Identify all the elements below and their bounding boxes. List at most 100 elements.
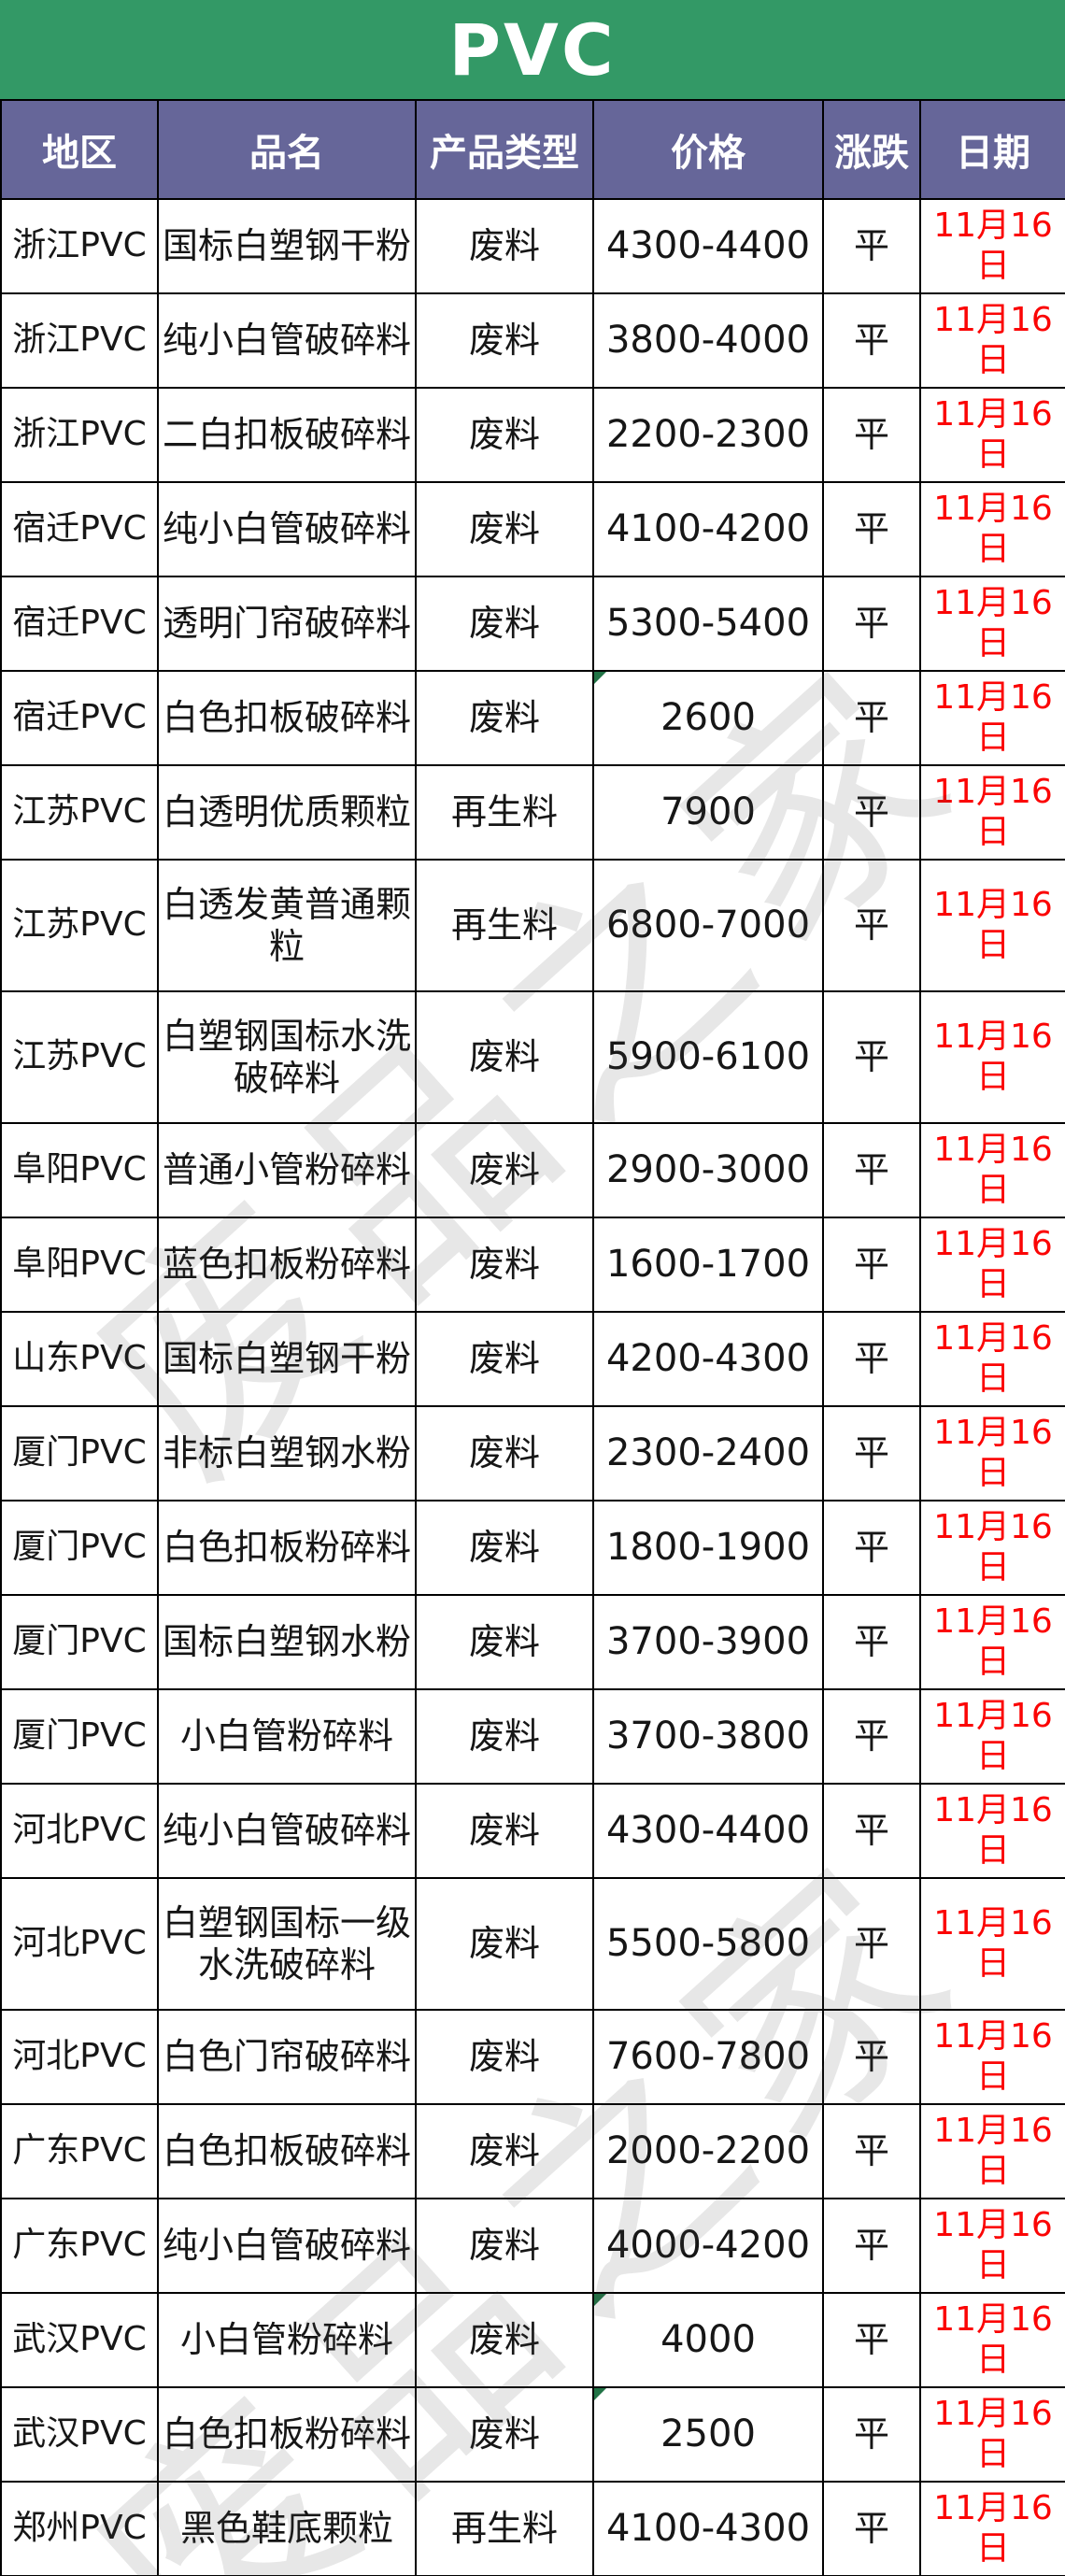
table-row: 江苏PVC 白透明优质颗粒 再生料 7900 平 11月16日 (0, 764, 1065, 861)
price-cell: 2000-2200 (592, 2103, 824, 2199)
type-cell: 废料 (415, 387, 594, 483)
change-cell: 平 (822, 1311, 921, 1407)
product-cell: 白色门帘破碎料 (157, 2009, 417, 2105)
table-body: 浙江PVC 国标白塑钢干粉 废料 4300-4400 平 11月16日 浙江PVC 纯小白管破… (0, 198, 1065, 2576)
region-cell: 武汉PVC (0, 2292, 159, 2388)
product-cell: 白色扣板粉碎料 (157, 2386, 417, 2483)
region-cell: 河北PVC (0, 2009, 159, 2105)
region-cell: 浙江PVC (0, 198, 159, 294)
table-row: 武汉PVC 小白管粉碎料 废料 4000 平 11月16日 (0, 2292, 1065, 2388)
product-cell: 非标白塑钢水粉 (157, 1405, 417, 1501)
product-cell: 纯小白管破碎料 (157, 1783, 417, 1879)
product-cell: 纯小白管破碎料 (157, 481, 417, 577)
type-cell: 再生料 (415, 2481, 594, 2576)
date-cell: 11月16日 (919, 1122, 1065, 1218)
date-cell: 11月16日 (919, 387, 1065, 483)
product-cell: 小白管粉碎料 (157, 1688, 417, 1785)
price-table: 地区 品名 产品类型 价格 涨跌 日期 浙江PVC 国标白塑钢干粉 废料 4300-4… (0, 99, 1065, 2576)
type-cell: 废料 (415, 990, 594, 1124)
column-header-type: 产品类型 (415, 99, 594, 200)
product-cell: 白色扣板破碎料 (157, 670, 417, 766)
page-title: PVC (448, 8, 617, 92)
price-cell: 1600-1700 (592, 1217, 824, 1313)
product-cell: 白透发黄普通颗粒 (157, 859, 417, 992)
price-cell: 7900 (592, 764, 824, 861)
type-cell: 废料 (415, 1217, 594, 1313)
price-cell: 5500-5800 (592, 1877, 824, 2011)
change-cell: 平 (822, 1783, 921, 1879)
price-cell: 3700-3800 (592, 1688, 824, 1785)
table-row: 厦门PVC 国标白塑钢水粉 废料 3700-3900 平 11月16日 (0, 1594, 1065, 1690)
table-row: 厦门PVC 非标白塑钢水粉 废料 2300-2400 平 11月16日 (0, 1405, 1065, 1501)
price-cell: 4300-4400 (592, 1783, 824, 1879)
table-row: 河北PVC 白色门帘破碎料 废料 7600-7800 平 11月16日 (0, 2009, 1065, 2105)
table-row: 广东PVC 纯小白管破碎料 废料 4000-4200 平 11月16日 (0, 2198, 1065, 2294)
price-cell: 5300-5400 (592, 576, 824, 672)
price-cell: 4100-4300 (592, 2481, 824, 2576)
price-cell: 4200-4300 (592, 1311, 824, 1407)
change-cell: 平 (822, 2386, 921, 2483)
column-header-price: 价格 (592, 99, 824, 200)
region-cell: 宿迁PVC (0, 670, 159, 766)
price-cell: 7600-7800 (592, 2009, 824, 2105)
price-cell: 5900-6100 (592, 990, 824, 1124)
region-cell: 江苏PVC (0, 990, 159, 1124)
region-cell: 厦门PVC (0, 1688, 159, 1785)
change-cell: 平 (822, 481, 921, 577)
table-row: 广东PVC 白色扣板破碎料 废料 2000-2200 平 11月16日 (0, 2103, 1065, 2199)
date-cell: 11月16日 (919, 576, 1065, 672)
region-cell: 厦门PVC (0, 1405, 159, 1501)
product-cell: 普通小管粉碎料 (157, 1122, 417, 1218)
table-row: 阜阳PVC 蓝色扣板粉碎料 废料 1600-1700 平 11月16日 (0, 1217, 1065, 1313)
price-cell: 2500 (592, 2386, 824, 2483)
table-header-row: 地区 品名 产品类型 价格 涨跌 日期 (0, 99, 1065, 200)
price-cell: 3800-4000 (592, 292, 824, 389)
region-cell: 江苏PVC (0, 764, 159, 861)
type-cell: 废料 (415, 1877, 594, 2011)
region-cell: 广东PVC (0, 2103, 159, 2199)
change-cell: 平 (822, 1405, 921, 1501)
date-cell: 11月16日 (919, 2292, 1065, 2388)
change-cell: 平 (822, 576, 921, 672)
title-bar: PVC (0, 0, 1065, 99)
column-header-date: 日期 (919, 99, 1065, 200)
change-cell: 平 (822, 1500, 921, 1596)
change-cell: 平 (822, 1217, 921, 1313)
change-cell: 平 (822, 2103, 921, 2199)
date-cell: 11月16日 (919, 1405, 1065, 1501)
table-row: 厦门PVC 白色扣板粉碎料 废料 1800-1900 平 11月16日 (0, 1500, 1065, 1596)
region-cell: 山东PVC (0, 1311, 159, 1407)
region-cell: 广东PVC (0, 2198, 159, 2294)
column-header-region: 地区 (0, 99, 159, 200)
type-cell: 废料 (415, 1500, 594, 1596)
product-cell: 小白管粉碎料 (157, 2292, 417, 2388)
date-cell: 11月16日 (919, 2198, 1065, 2294)
region-cell: 河北PVC (0, 1877, 159, 2011)
change-cell: 平 (822, 859, 921, 992)
date-cell: 11月16日 (919, 1688, 1065, 1785)
date-cell: 11月16日 (919, 859, 1065, 992)
date-cell: 11月16日 (919, 990, 1065, 1124)
type-cell: 废料 (415, 1122, 594, 1218)
type-cell: 废料 (415, 670, 594, 766)
product-cell: 二白扣板破碎料 (157, 387, 417, 483)
price-cell: 3700-3900 (592, 1594, 824, 1690)
product-cell: 国标白塑钢水粉 (157, 1594, 417, 1690)
date-cell: 11月16日 (919, 1783, 1065, 1879)
date-cell: 11月16日 (919, 2481, 1065, 2576)
type-cell: 废料 (415, 576, 594, 672)
region-cell: 厦门PVC (0, 1500, 159, 1596)
type-cell: 废料 (415, 1405, 594, 1501)
price-cell: 4000 (592, 2292, 824, 2388)
type-cell: 废料 (415, 1688, 594, 1785)
date-cell: 11月16日 (919, 198, 1065, 294)
region-cell: 宿迁PVC (0, 576, 159, 672)
table-row: 河北PVC 白塑钢国标一级水洗破碎料 废料 5500-5800 平 11月16日 (0, 1877, 1065, 2011)
product-cell: 国标白塑钢干粉 (157, 198, 417, 294)
product-cell: 国标白塑钢干粉 (157, 1311, 417, 1407)
region-cell: 武汉PVC (0, 2386, 159, 2483)
date-cell: 11月16日 (919, 1217, 1065, 1313)
table-row: 厦门PVC 小白管粉碎料 废料 3700-3800 平 11月16日 (0, 1688, 1065, 1785)
region-cell: 宿迁PVC (0, 481, 159, 577)
